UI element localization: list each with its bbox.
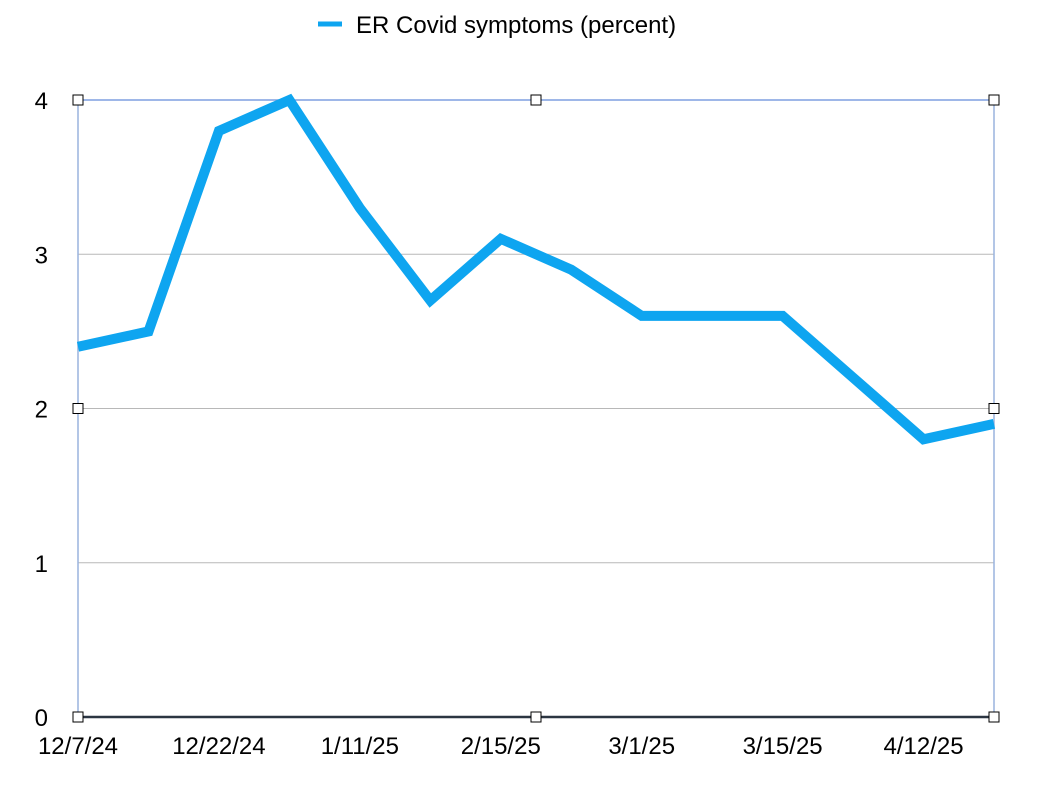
x-tick-label: 3/1/25 [608, 733, 675, 760]
legend-label: ER Covid symptoms (percent) [356, 12, 676, 39]
resize-handle[interactable] [72, 94, 84, 106]
x-tick-label: 12/22/24 [172, 733, 265, 760]
resize-handle[interactable] [988, 403, 1000, 414]
gridlines [78, 253, 994, 564]
y-axis-ticks: 0 1 2 3 4 [35, 88, 48, 732]
selection-handles[interactable] [72, 94, 1000, 723]
x-tick-label: 3/15/25 [743, 733, 823, 760]
x-axis-ticks: 12/7/24 12/22/24 1/11/25 2/15/25 3/1/25 3/15/… [38, 733, 964, 760]
y-tick-label: 4 [35, 88, 48, 115]
resize-handle[interactable] [988, 711, 1000, 723]
x-tick-label: 12/7/24 [38, 733, 118, 760]
x-tick-label: 2/15/25 [461, 733, 541, 760]
resize-handle[interactable] [530, 711, 542, 723]
legend: ER Covid symptoms (percent) [318, 12, 676, 39]
y-tick-label: 3 [35, 242, 48, 269]
y-tick-label: 0 [35, 705, 48, 732]
series-line [76, 93, 996, 445]
series-layer [76, 93, 996, 445]
y-tick-label: 2 [35, 397, 48, 424]
resize-handle[interactable] [72, 403, 84, 414]
resize-handle[interactable] [988, 94, 1000, 106]
resize-handle[interactable] [72, 711, 84, 723]
x-tick-label: 4/12/25 [883, 733, 963, 760]
resize-handle[interactable] [530, 94, 542, 106]
x-tick-label: 1/11/25 [321, 733, 399, 760]
y-tick-label: 1 [35, 551, 48, 578]
